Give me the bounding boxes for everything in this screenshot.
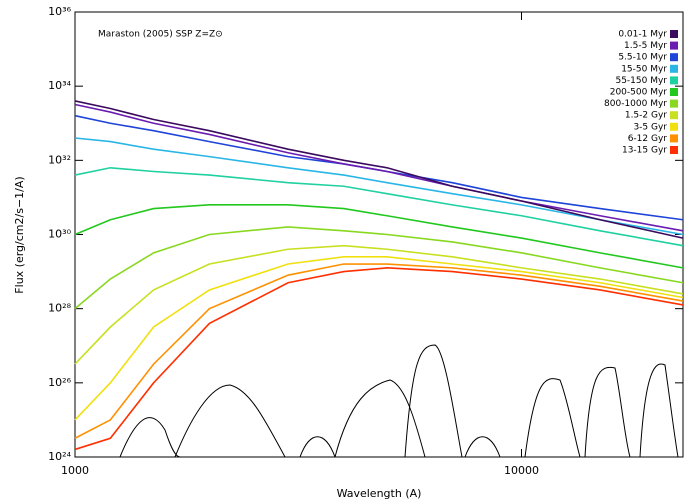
spectrum-line [74, 166, 684, 247]
spectrum-line [74, 263, 684, 439]
legend-swatch [670, 30, 678, 38]
legend-label: 200-500 Myr [610, 88, 668, 98]
legend-label: 55-150 Myr [615, 76, 667, 86]
legend-swatch [670, 99, 678, 108]
y-tick-label: 10²⁸ [48, 302, 71, 315]
x-tick-label: 10000 [504, 464, 539, 477]
y-tick-label: 10³⁶ [48, 5, 71, 18]
spectrum-line [74, 226, 684, 310]
chart-title: Maraston (2005) SSP Z=Z⊙ [98, 30, 223, 40]
spectrum-line [74, 103, 684, 232]
legend-label: 15-50 Myr [621, 64, 667, 74]
y-tick-label: 10²⁶ [48, 376, 71, 389]
y-tick-label: 10²⁴ [48, 450, 71, 463]
legend-label: 1.5-2 Gyr [625, 111, 667, 121]
legend-swatch [670, 64, 678, 73]
legend-label: 0.01-1 Myr [618, 30, 667, 40]
y-tick-label: 10³⁴ [48, 79, 71, 92]
x-tick-label: 1000 [61, 464, 89, 477]
legend-label: 6-12 Gyr [628, 134, 668, 144]
legend-swatch [670, 122, 678, 131]
spectrum-line [74, 267, 684, 451]
spectrum-line [74, 100, 684, 239]
legend-swatch [670, 53, 678, 62]
y-axis-label: Flux (erg/cm2/s−1/A) [13, 176, 26, 293]
legend-label: 1.5-5 Myr [624, 41, 667, 51]
legend-swatch [670, 134, 678, 143]
spectrum-line [74, 204, 684, 269]
legend-swatch [670, 41, 678, 50]
y-tick-label: 10³² [48, 153, 71, 166]
legend-swatch [670, 146, 678, 154]
filter-curves [119, 344, 679, 458]
legend-swatch [670, 88, 678, 96]
x-axis-label: Wavelength (A) [337, 487, 422, 500]
legend-label: 13-15 Gyr [622, 146, 667, 156]
spectrum-line [74, 114, 684, 221]
spectrum-line [74, 256, 684, 421]
legend-swatch [670, 76, 678, 85]
legend-label: 5.5-10 Myr [618, 53, 667, 63]
spectrum-line [74, 244, 684, 365]
legend-label: 800-1000 Myr [604, 99, 667, 109]
legend-label: 3-5 Gyr [633, 122, 667, 132]
spectrum-line [74, 137, 684, 236]
legend-swatch [670, 111, 678, 120]
y-tick-label: 10³⁰ [48, 228, 71, 241]
